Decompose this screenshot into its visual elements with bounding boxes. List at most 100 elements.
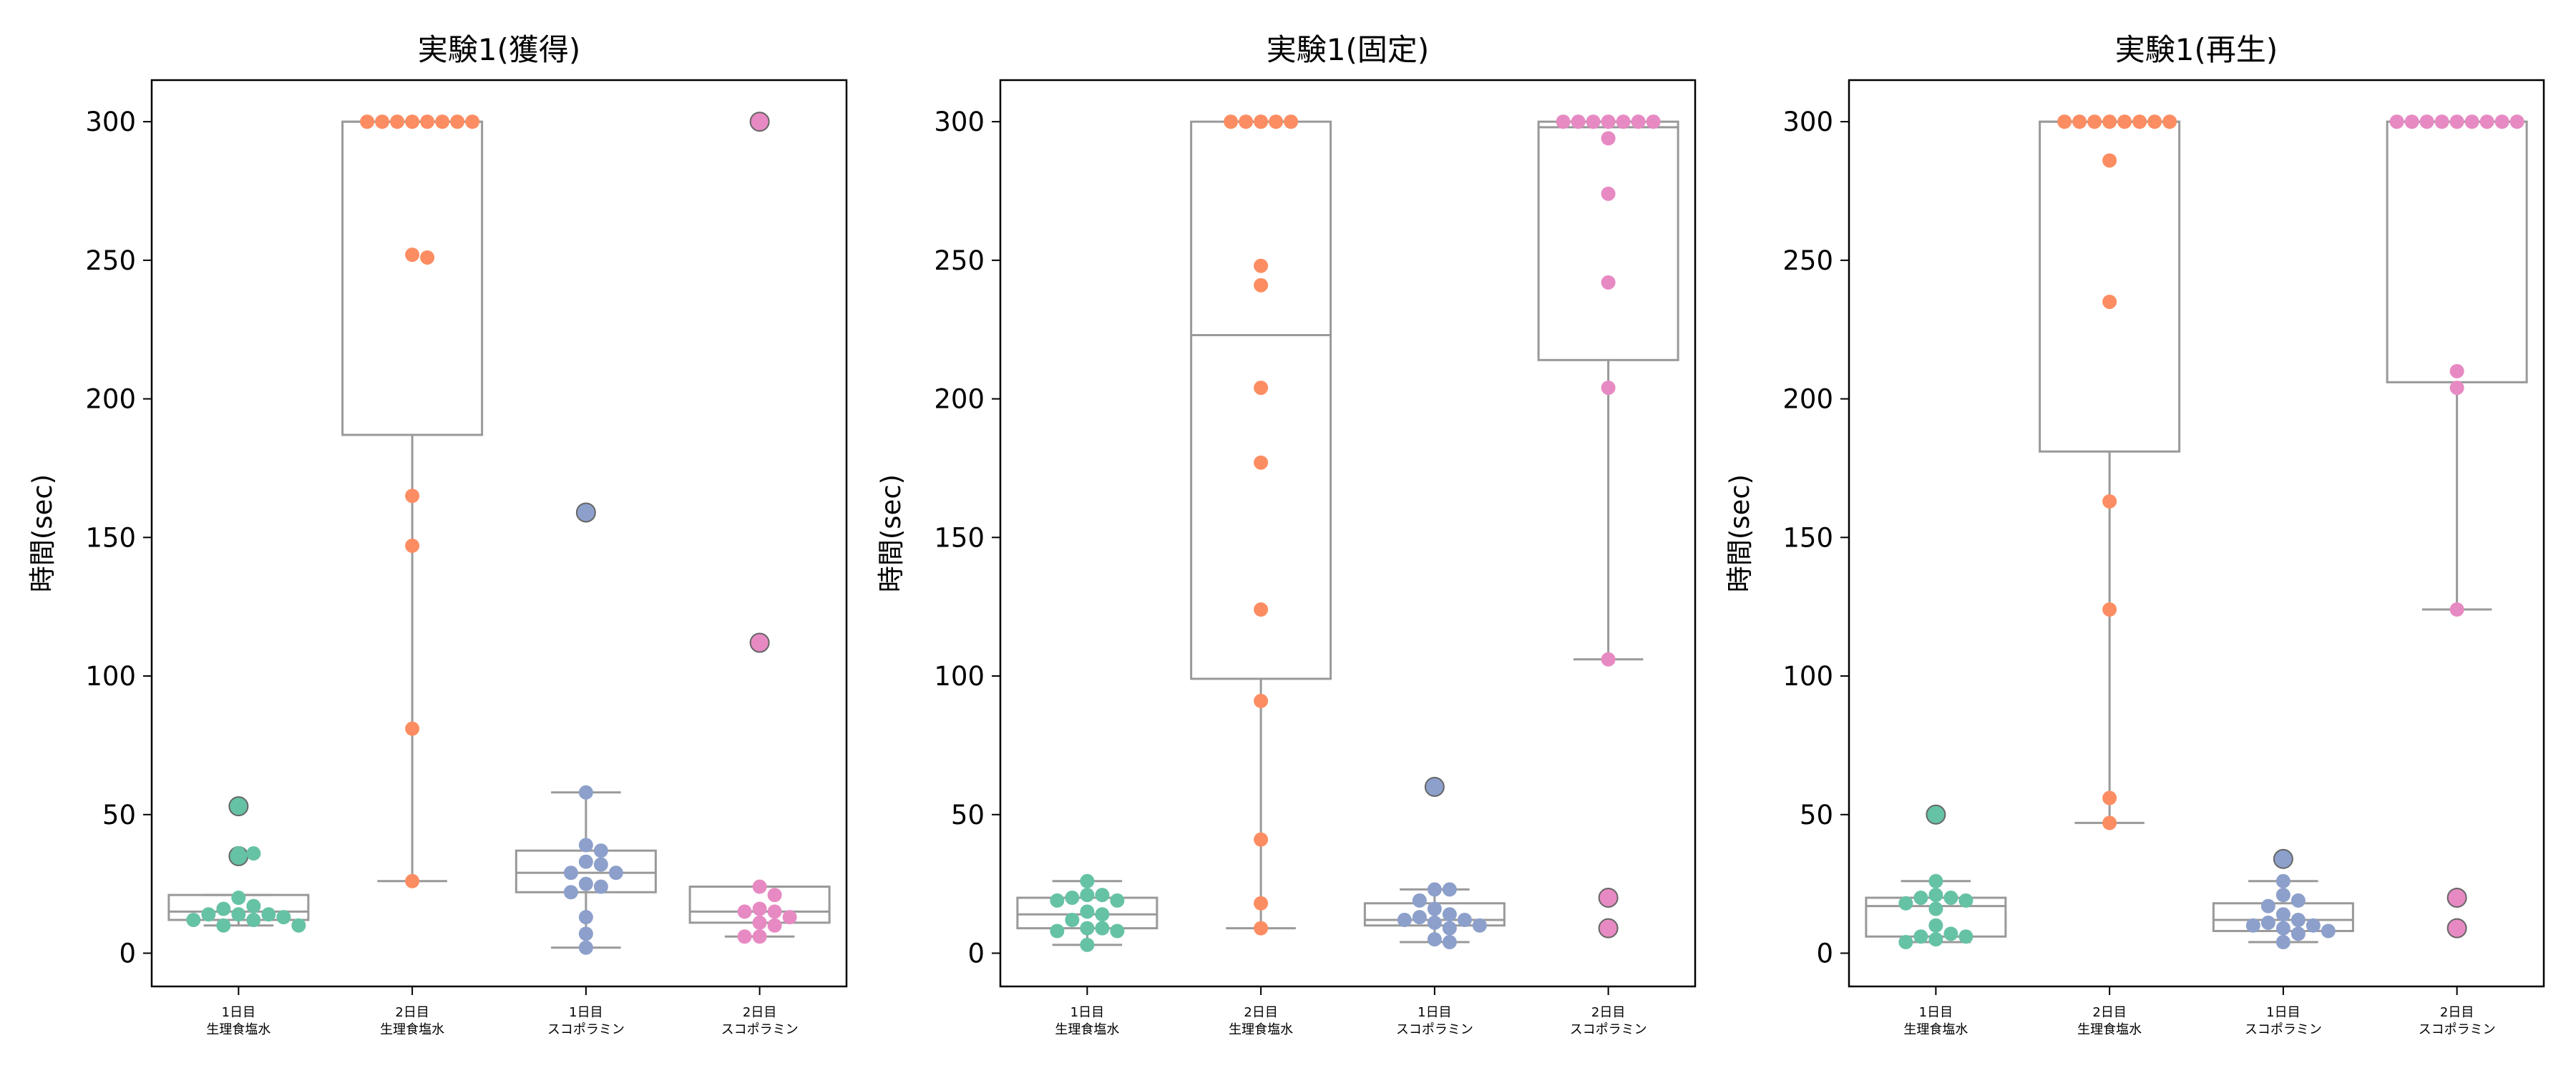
data-point	[1472, 918, 1487, 933]
y-tick-label: 250	[85, 245, 136, 276]
data-point	[2290, 893, 2306, 908]
data-point	[1928, 918, 1943, 933]
data-point	[2321, 923, 2336, 939]
data-point	[578, 926, 593, 941]
data-point	[578, 940, 593, 955]
data-point	[2102, 815, 2117, 831]
data-point	[2245, 918, 2260, 933]
x-tick-label-line1: 1日目	[1418, 1005, 1451, 1020]
data-point	[1095, 907, 1110, 922]
data-point	[1080, 888, 1095, 903]
data-point	[1397, 913, 1412, 928]
data-point	[261, 907, 276, 922]
outlier-point	[575, 502, 596, 523]
outlier-point	[1926, 804, 1946, 825]
outlier-point	[749, 632, 770, 653]
data-point	[2275, 888, 2290, 903]
data-point	[1239, 114, 1254, 129]
data-point	[2087, 114, 2102, 129]
data-point	[1050, 893, 1065, 908]
data-point	[1110, 893, 1125, 908]
data-point	[2102, 153, 2117, 168]
data-point	[1601, 275, 1616, 290]
data-point	[578, 838, 593, 853]
data-point	[291, 918, 306, 933]
data-point	[2147, 114, 2162, 129]
data-point	[246, 913, 261, 928]
x-tick-label-line1: 1日目	[1919, 1005, 1953, 1020]
data-point	[246, 898, 261, 913]
data-point	[1928, 888, 1943, 903]
data-point	[1050, 923, 1065, 939]
data-point	[216, 901, 231, 916]
panel-acquisition: 実験1(獲得) 0 50 100 150 200 250 300 時間(sec) 1日目生理食塩水…	[27, 32, 848, 1037]
data-point	[1284, 114, 1299, 129]
y-axis-label: 時間(sec)	[27, 474, 58, 592]
outlier-point	[1598, 888, 1619, 908]
data-point	[231, 846, 246, 861]
outlier-point	[1424, 777, 1445, 798]
data-point	[2389, 114, 2404, 129]
data-point	[1269, 114, 1284, 129]
data-point	[2260, 898, 2275, 913]
data-point	[563, 866, 578, 881]
data-point	[1601, 381, 1616, 396]
y-tick-label: 300	[1782, 107, 1833, 137]
plot-frame	[1848, 79, 2545, 988]
outlier-point	[1598, 918, 1619, 939]
data-point	[1913, 929, 1928, 944]
data-point	[450, 114, 465, 129]
data-point	[593, 879, 608, 894]
y-tick-label: 200	[85, 384, 136, 415]
data-point	[1080, 937, 1095, 952]
data-point	[390, 114, 405, 129]
data-point	[2479, 114, 2494, 129]
data-point	[1427, 915, 1442, 930]
data-point	[2132, 114, 2147, 129]
y-axis-label: 時間(sec)	[1724, 474, 1755, 592]
data-point	[1646, 114, 1661, 129]
data-point	[1442, 907, 1457, 922]
data-point	[201, 907, 216, 922]
y-tick-label: 150	[85, 522, 136, 553]
data-point	[246, 846, 261, 861]
data-point	[1065, 891, 1080, 906]
x-tick-label-line2: スコポラミン	[547, 1022, 625, 1037]
panel-title: 実験1(獲得)	[418, 32, 581, 67]
data-point	[1913, 891, 1928, 906]
data-point	[231, 891, 246, 906]
data-point	[2449, 602, 2464, 617]
data-point	[1412, 893, 1427, 908]
y-tick-label: 100	[1782, 661, 1833, 692]
data-point	[1601, 652, 1616, 667]
data-point	[405, 721, 420, 736]
x-tick-label-line1: 1日目	[2266, 1005, 2300, 1020]
data-point	[563, 885, 578, 900]
y-tick-label: 100	[934, 661, 985, 692]
outlier-point	[2446, 888, 2467, 908]
box	[1190, 120, 1332, 680]
data-point	[1958, 929, 1974, 944]
box	[2386, 120, 2528, 383]
x-tick-label-line2: スコポラミン	[1396, 1022, 1473, 1037]
data-point	[1427, 901, 1442, 916]
data-point	[737, 904, 752, 919]
data-point	[2102, 114, 2117, 129]
data-point	[2494, 114, 2509, 129]
data-point	[1427, 932, 1442, 947]
data-point	[2275, 935, 2290, 950]
data-point	[1442, 882, 1457, 897]
x-tick-label-line1: 2日目	[1244, 1005, 1277, 1020]
outlier-point	[2446, 918, 2467, 939]
data-point	[405, 873, 420, 888]
data-point	[1601, 186, 1616, 201]
data-point	[1080, 904, 1095, 919]
x-tick-label-line2: スコポラミン	[2245, 1022, 2322, 1037]
data-point	[2419, 114, 2434, 129]
data-point	[2464, 114, 2479, 129]
data-point	[360, 114, 375, 129]
data-point	[2290, 926, 2306, 941]
data-point	[752, 901, 767, 916]
data-point	[405, 248, 420, 263]
